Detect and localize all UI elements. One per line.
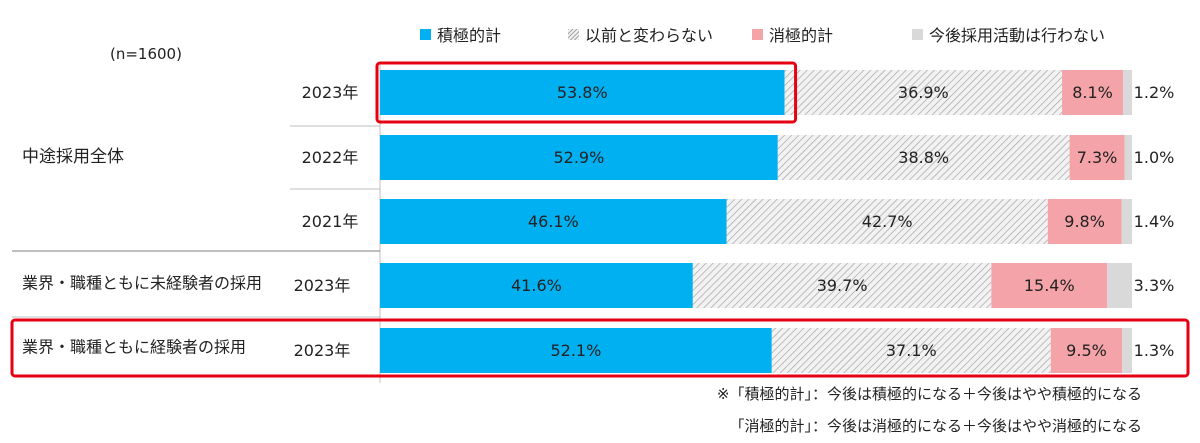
legend-item-2: 消極的計 <box>752 22 833 46</box>
data-label-0-row-2: 46.1% <box>528 212 579 231</box>
legend-swatch <box>420 28 431 40</box>
legend-swatch <box>568 28 579 40</box>
row-label-2: 2021年 <box>302 212 359 231</box>
data-label-1-row-2: 42.7% <box>862 212 913 231</box>
data-label-3-row-1: 1.0% <box>1134 148 1175 167</box>
data-label-1-row-4: 37.1% <box>886 341 937 360</box>
legend-label: 以前と変わらない <box>585 26 714 45</box>
chart-legend: 積極的計 以前と変わらない 消極的計 今後採用活動は行わない <box>0 0 1200 60</box>
legend-swatch <box>752 28 763 40</box>
data-label-2-row-2: 9.8% <box>1064 212 1105 231</box>
row-label-0: 2023年 <box>302 83 359 102</box>
group-label-inexperienced: 業界・職種ともに未経験者の採用 <box>22 274 262 293</box>
legend-item-1: 以前と変わらない <box>568 22 713 46</box>
bar-segment-3-row-1 <box>1124 135 1132 180</box>
bar-segment-3-row-3 <box>1107 263 1132 308</box>
data-label-2-row-0: 8.1% <box>1072 83 1113 102</box>
bar-segment-2-row-3 <box>991 263 1108 308</box>
data-label-1-row-3: 39.7% <box>817 276 868 295</box>
bar-segment-2-row-4 <box>1050 328 1123 373</box>
data-label-1-row-1: 38.8% <box>898 148 949 167</box>
data-label-3-row-4: 1.3% <box>1134 341 1175 360</box>
data-label-2-row-1: 7.3% <box>1077 148 1118 167</box>
row-label-3: 2023年 <box>294 276 351 295</box>
data-label-0-row-0: 53.8% <box>557 83 608 102</box>
legend-item-0: 積極的計 <box>420 22 501 46</box>
bar-segment-0-row-3 <box>380 263 693 308</box>
data-label-0-row-1: 52.9% <box>553 148 604 167</box>
data-label-3-row-2: 1.4% <box>1134 212 1175 231</box>
data-label-0-row-3: 41.6% <box>511 276 562 295</box>
data-label-3-row-3: 3.3% <box>1134 276 1175 295</box>
bar-segment-0-row-0 <box>380 70 785 115</box>
bar-segment-2-row-0 <box>1062 70 1123 115</box>
bar-segment-0-row-2 <box>380 199 727 244</box>
sample-size-note: (n=1600) <box>110 45 182 63</box>
legend-label: 消極的計 <box>769 26 834 45</box>
group-label-overall: 中途採用全体 <box>22 147 124 167</box>
legend-label: 積極的計 <box>437 26 502 45</box>
data-label-0-row-4: 52.1% <box>550 341 601 360</box>
group-label-experienced: 業界・職種ともに経験者の採用 <box>22 338 246 357</box>
highlight-frame-2023-positive <box>375 61 798 124</box>
bar-segment-2-row-1 <box>1069 135 1125 180</box>
bar-segment-1-row-0 <box>784 70 1063 115</box>
bar-segment-1-row-1 <box>777 135 1070 180</box>
data-label-3-row-0: 1.2% <box>1134 83 1175 102</box>
legend-swatch <box>912 28 923 40</box>
row-label-1: 2022年 <box>302 148 359 167</box>
data-label-2-row-4: 9.5% <box>1066 341 1107 360</box>
legend-item-3: 今後採用活動は行わない <box>912 22 1105 46</box>
bar-segment-3-row-4 <box>1122 328 1132 373</box>
highlight-frame-experienced-hire <box>10 318 1190 378</box>
bar-segment-3-row-2 <box>1121 199 1132 244</box>
bar-segment-2-row-2 <box>1047 199 1122 244</box>
bar-segment-1-row-3 <box>692 263 992 308</box>
bar-segment-0-row-4 <box>380 328 772 373</box>
bar-segment-3-row-0 <box>1122 70 1132 115</box>
bar-segment-1-row-4 <box>771 328 1051 373</box>
data-label-2-row-3: 15.4% <box>1024 276 1075 295</box>
bar-segment-1-row-2 <box>726 199 1048 244</box>
legend-label: 今後採用活動は行わない <box>929 26 1106 45</box>
row-label-4: 2023年 <box>294 341 351 360</box>
data-label-1-row-0: 36.9% <box>898 83 949 102</box>
bar-segment-0-row-1 <box>380 135 778 180</box>
